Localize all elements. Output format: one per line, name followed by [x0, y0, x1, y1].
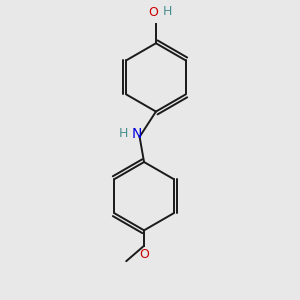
Text: O: O — [148, 6, 158, 19]
Text: N: N — [131, 127, 142, 141]
Text: H: H — [118, 127, 128, 140]
Text: H: H — [163, 5, 172, 18]
Text: O: O — [139, 248, 149, 261]
